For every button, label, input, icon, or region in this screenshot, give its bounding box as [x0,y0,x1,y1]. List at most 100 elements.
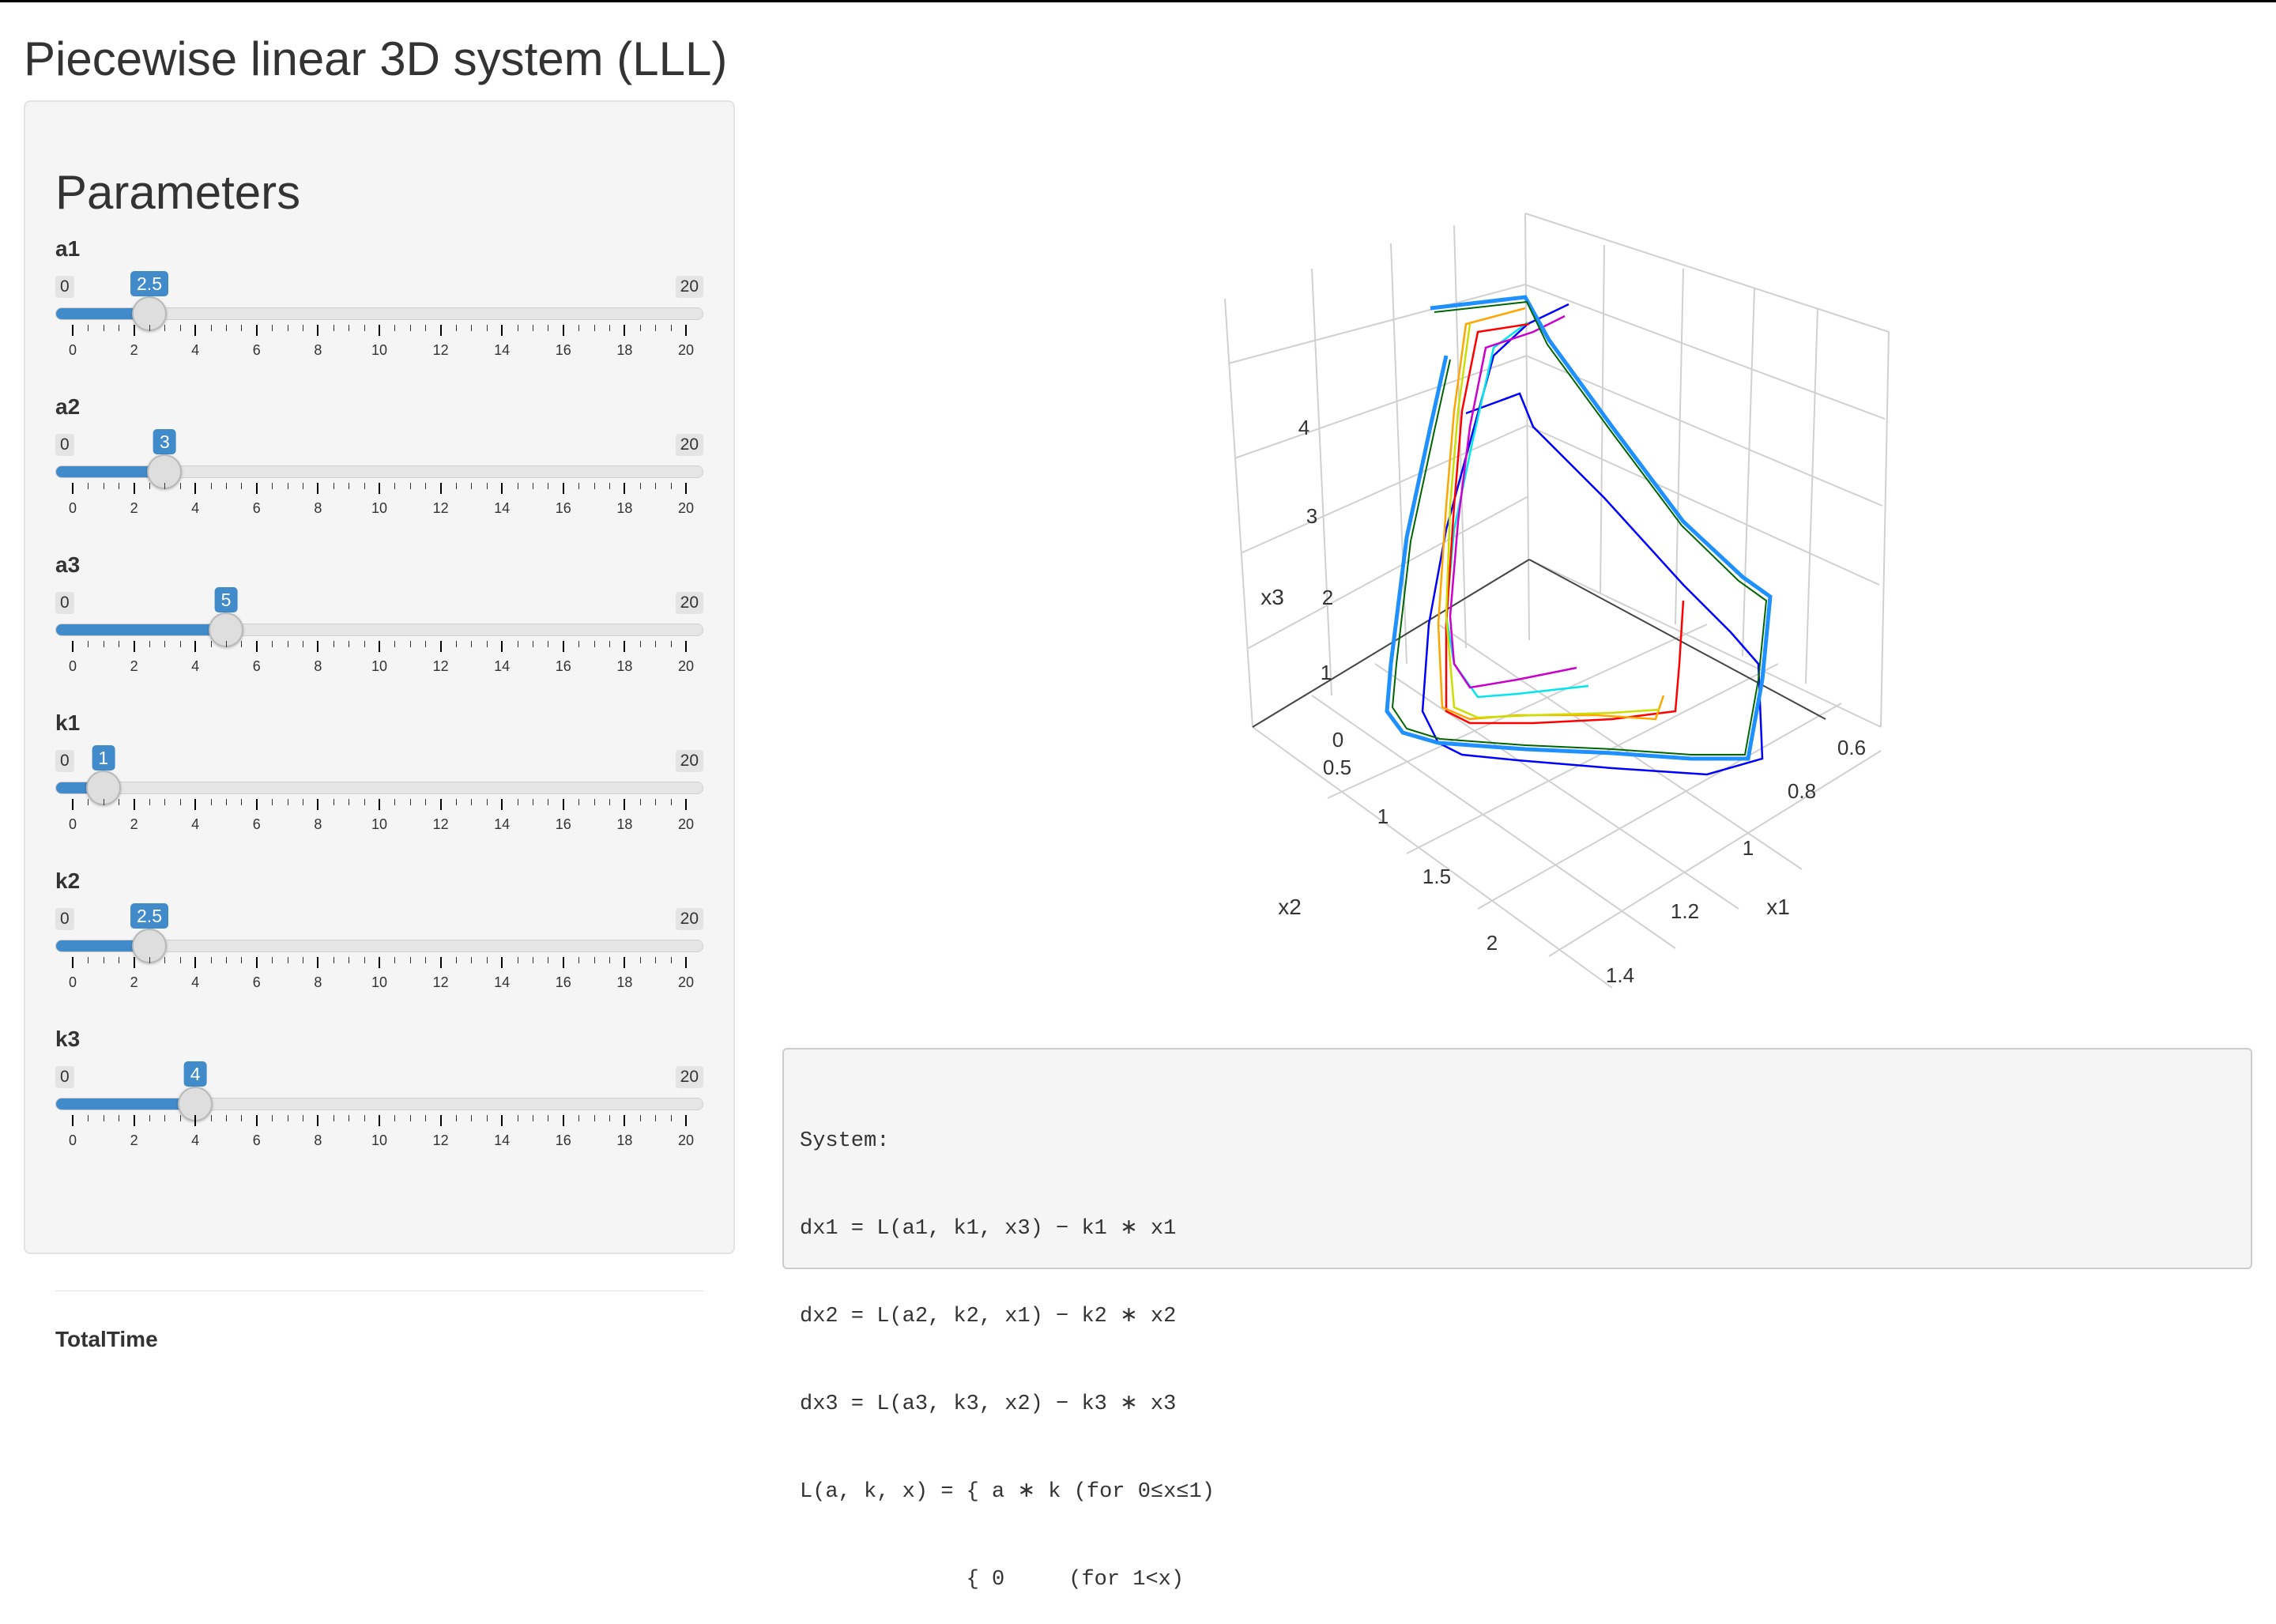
slider-tick [333,1115,334,1121]
slider-tick [609,799,610,805]
grid-line [1805,307,1818,684]
slider-tick-label: 0 [68,974,77,990]
slider-tick [486,325,488,331]
x3-tick: 3 [1306,504,1317,528]
slider-tick-label: 18 [616,816,633,832]
slider-track[interactable] [55,307,703,320]
slider-min: 0 [55,592,74,614]
slider-tick-label: 4 [191,1132,200,1148]
slider-tick [255,483,258,494]
slider-tick [179,325,181,331]
slider-value: 1 [92,745,115,771]
slider-max: 20 [675,1066,703,1088]
slider-tick [272,957,273,963]
slider-tick [409,1115,411,1121]
slider-tick [194,799,197,810]
slider-max: 20 [675,592,703,614]
slider-tick [333,957,334,963]
3d-plot-canvas[interactable]: 0 1 2 3 4 x3 0.5 1 1.5 2 x2 0.6 0.8 1 1.… [822,111,2276,996]
slider-tick [501,799,503,810]
slider-tick [272,325,273,331]
slider-tick [578,957,580,963]
slider-tick-label: 14 [494,974,511,990]
slider-k3[interactable]: k3 0 20 4 0 2 4 6 8 10 12 14 16 18 20 [55,1027,703,1177]
grid-line [1526,424,1880,586]
slider-tick [88,799,89,805]
slider-tick [379,799,380,810]
slider-tick [210,799,212,805]
slider-tick [562,1115,564,1126]
slider-track[interactable] [55,624,703,636]
series-line [1449,315,1577,689]
slider-tick [609,483,610,489]
slider-tick [425,641,427,647]
output-line: L(a, k, x) = { a ∗ k (for 0≤x≤1) [800,1480,1215,1504]
slider-tick [210,641,212,647]
slider-tick [194,957,197,968]
slider-track[interactable] [55,782,703,794]
slider-k1[interactable]: k1 0 20 1 0 2 4 6 8 10 12 14 16 18 20 [55,710,703,861]
grid-line [1227,284,1526,364]
page-title: Piecewise linear 3D system (LLL) [24,32,728,85]
slider-min: 0 [55,434,74,456]
grid-line [1374,663,1739,910]
slider-tick [409,957,411,963]
slider-tick [194,1115,197,1126]
slider-tick [179,799,181,805]
slider-tick [439,641,442,652]
slider-tick [639,483,641,489]
output-line: dx2 = L(a2, k2, x1) − k2 ∗ x2 [800,1305,1177,1328]
slider-tick [670,483,672,489]
slider-tick [164,957,166,963]
slider-ticks: 0 2 4 6 8 10 12 14 16 18 20 [55,483,703,522]
slider-tick [226,483,227,489]
slider-tick [210,325,212,331]
slider-tick [179,483,181,489]
slider-tick-label: 16 [555,658,571,674]
x1-tick: 0.6 [1837,736,1866,759]
grid-line [1438,624,1803,870]
slider-tick [164,325,166,331]
slider-tick [272,483,273,489]
slider-tick [486,1115,488,1121]
slider-track[interactable] [55,940,703,952]
3d-plot[interactable]: 0 1 2 3 4 x3 0.5 1 1.5 2 x2 0.6 0.8 1 1.… [822,111,2276,996]
slider-tick-label: 2 [130,974,138,990]
slider-tick [149,957,150,963]
slider-tick-label: 0 [68,816,77,832]
slider-track[interactable] [55,465,703,478]
slider-tick [425,957,427,963]
slider-tick [578,641,580,647]
slider-tick [456,483,457,489]
slider-ticks: 0 2 4 6 8 10 12 14 16 18 20 [55,1115,703,1155]
slider-tick-label: 20 [677,342,695,358]
slider-a3[interactable]: a3 0 20 5 0 2 4 6 8 10 12 14 16 18 20 [55,552,703,703]
slider-ticks: 0 2 4 6 8 10 12 14 16 18 20 [55,799,703,838]
slider-tick [133,641,135,652]
slider-tick [226,1115,227,1121]
slider-tick [72,957,73,968]
axis-x2-zero [1252,559,1530,728]
axis-x2-ticks: 0.5 1 1.5 2 x2 [1278,755,1498,955]
grid-line [1406,663,1779,854]
slider-tick [624,957,626,968]
slider-tick [133,483,135,494]
slider-k2[interactable]: k2 0 20 2.5 0 2 4 6 8 10 12 14 16 18 20 [55,869,703,1019]
slider-label: k1 [55,710,81,735]
slider-tick-label: 2 [130,1132,138,1148]
slider-tick-label: 16 [555,974,571,990]
slider-tick-label: 8 [314,974,322,990]
slider-track[interactable] [55,1098,703,1110]
slider-a2[interactable]: a2 0 20 3 0 2 4 6 8 10 12 14 16 18 20 [55,394,703,544]
slider-tick-label: 16 [555,816,571,832]
slider-a1[interactable]: a1 0 20 2.5 0 2 4 6 8 10 12 14 16 18 20 [55,236,703,386]
slider-tick [562,483,564,494]
slider-tick [364,957,365,963]
slider-tick-label: 2 [130,500,138,516]
slider-handle[interactable] [85,771,121,805]
slider-tick [655,1115,657,1121]
slider-tick [486,641,488,647]
slider-tick [409,799,411,805]
limit-cycle-inner [1391,300,1768,755]
slider-tick-label: 14 [494,500,511,516]
